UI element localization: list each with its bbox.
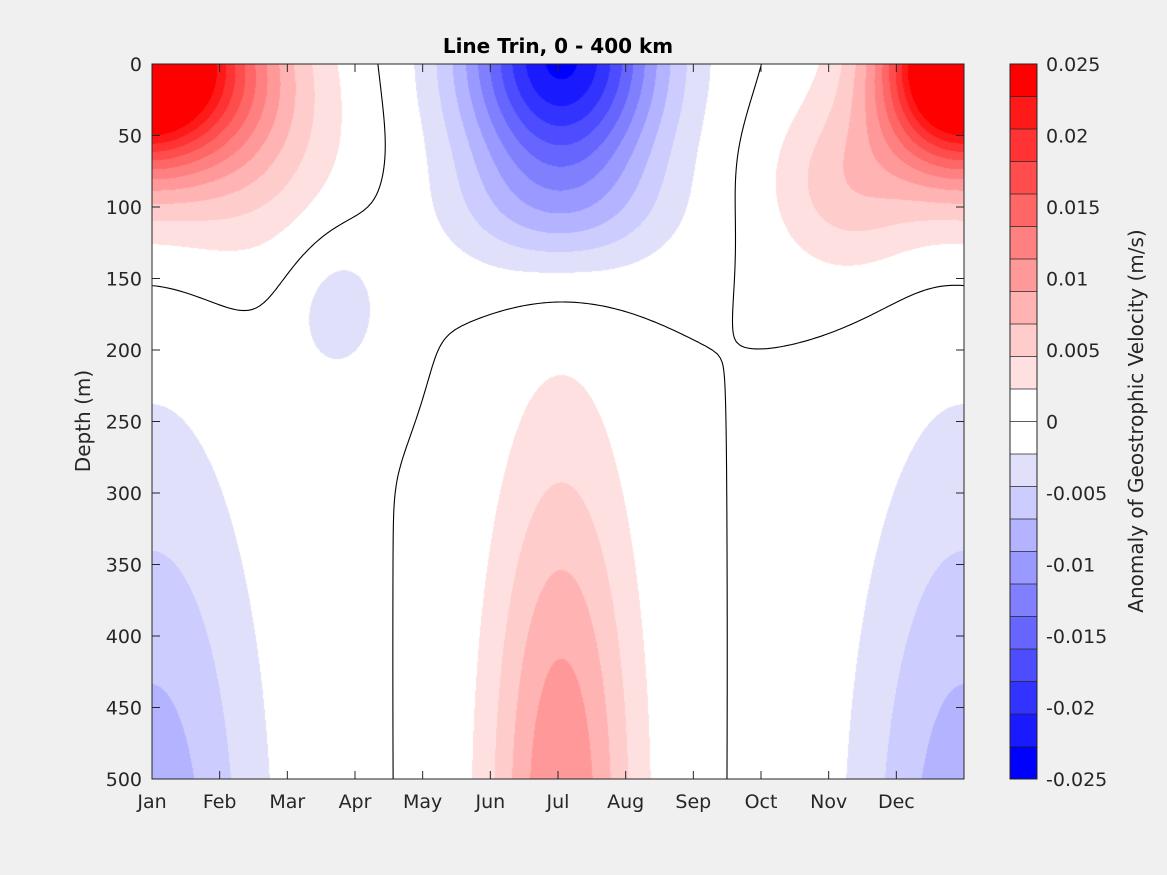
colorbar-tick-label: 0.025 bbox=[1046, 54, 1100, 76]
colorbar-tick-label: -0.025 bbox=[1046, 769, 1107, 791]
colorbar-swatch bbox=[1010, 259, 1037, 292]
colorbar-frame bbox=[1009, 63, 1038, 780]
y-tick-label: 150 bbox=[106, 269, 142, 291]
colorbar-swatch bbox=[1010, 129, 1037, 162]
x-axis: Jan Feb Mar Apr May Jun Jul Aug Sep Oct Nov Dec bbox=[136, 64, 915, 813]
x-tick-label: Mar bbox=[269, 791, 305, 813]
x-tick-label: Jun bbox=[474, 791, 505, 813]
y-tick-label: 0 bbox=[130, 54, 142, 76]
plot-frame bbox=[151, 63, 965, 780]
colorbar-tick-label: 0.015 bbox=[1046, 197, 1100, 219]
zero-contour-lines bbox=[152, 64, 964, 779]
colorbar-swatch bbox=[1010, 454, 1037, 487]
chart-title: Line Trin, 0 - 400 km bbox=[443, 34, 673, 58]
x-tick-label: Aug bbox=[607, 791, 644, 813]
colorbar-swatch bbox=[1010, 194, 1037, 227]
colorbar-swatch bbox=[1010, 96, 1037, 129]
colorbar-swatch bbox=[1010, 681, 1037, 714]
colorbar-swatch bbox=[1010, 584, 1037, 617]
colorbar-swatch bbox=[1010, 421, 1037, 454]
colorbar-swatch bbox=[1010, 486, 1037, 519]
colorbar-swatch bbox=[1010, 324, 1037, 357]
velocity-anomaly-field bbox=[152, 64, 964, 779]
y-tick-label: 300 bbox=[106, 483, 142, 505]
y-tick-label: 500 bbox=[106, 769, 142, 791]
colorbar-swatch bbox=[1010, 649, 1037, 682]
x-tick-label: May bbox=[403, 791, 442, 813]
colorbar-tick-label: -0.015 bbox=[1046, 626, 1107, 648]
x-tick-label: Oct bbox=[745, 791, 778, 813]
y-tick-label: 400 bbox=[106, 626, 142, 648]
y-axis-label: Depth (m) bbox=[71, 370, 95, 472]
colorbar: -0.025 -0.02 -0.015 -0.01 -0.005 0 0.005 0.01 0.… bbox=[1009, 54, 1107, 791]
colorbar-label: Anomaly of Geostrophic Velocity (m/s) bbox=[1124, 229, 1148, 612]
colorbar-swatch bbox=[1010, 291, 1037, 324]
x-tick-label: Apr bbox=[339, 791, 372, 813]
y-tick-label: 450 bbox=[106, 698, 142, 720]
x-tick-label: Nov bbox=[810, 791, 847, 813]
zero-contour-line bbox=[152, 64, 964, 779]
x-tick-label: Jul bbox=[546, 791, 570, 813]
x-tick-label: Jan bbox=[136, 791, 166, 813]
colorbar-tick-label: -0.005 bbox=[1046, 483, 1107, 505]
colorbar-swatch bbox=[1010, 551, 1037, 584]
colorbar-tick-label: -0.02 bbox=[1046, 698, 1095, 720]
y-tick-label: 350 bbox=[106, 555, 142, 577]
colorbar-tick-label: 0.01 bbox=[1046, 269, 1088, 291]
colorbar-tick-label: -0.01 bbox=[1046, 555, 1095, 577]
colorbar-tick-label: 0.02 bbox=[1046, 126, 1088, 148]
colorbar-swatch bbox=[1010, 519, 1037, 552]
x-tick-label: Dec bbox=[878, 791, 915, 813]
y-tick-label: 100 bbox=[106, 197, 142, 219]
x-tick-label: Feb bbox=[203, 791, 237, 813]
colorbar-swatch bbox=[1010, 64, 1037, 97]
colorbar-tick-label: 0 bbox=[1046, 412, 1058, 434]
colorbar-swatch bbox=[1010, 746, 1037, 779]
y-tick-label: 50 bbox=[118, 126, 142, 148]
colorbar-swatch bbox=[1010, 389, 1037, 422]
colorbar-swatch bbox=[1010, 161, 1037, 194]
x-tick-label: Sep bbox=[675, 791, 711, 813]
colorbar-swatch bbox=[1010, 616, 1037, 649]
colorbar-swatch bbox=[1010, 356, 1037, 389]
y-axis: 0 50 100 150 200 250 300 350 400 450 500 bbox=[106, 54, 964, 791]
colorbar-swatch bbox=[1010, 714, 1037, 747]
y-tick-label: 200 bbox=[106, 340, 142, 362]
colorbar-tick-label: 0.005 bbox=[1046, 340, 1100, 362]
plot-area: Jan Feb Mar Apr May Jun Jul Aug Sep Oct Nov Dec 0 50… bbox=[106, 54, 965, 813]
colorbar-ticks: -0.025 -0.02 -0.015 -0.01 -0.005 0 0.005 0.01 0.… bbox=[1046, 54, 1107, 791]
colorbar-swatch bbox=[1010, 226, 1037, 259]
y-tick-label: 250 bbox=[106, 412, 142, 434]
colorbar-swatches bbox=[1010, 64, 1037, 779]
